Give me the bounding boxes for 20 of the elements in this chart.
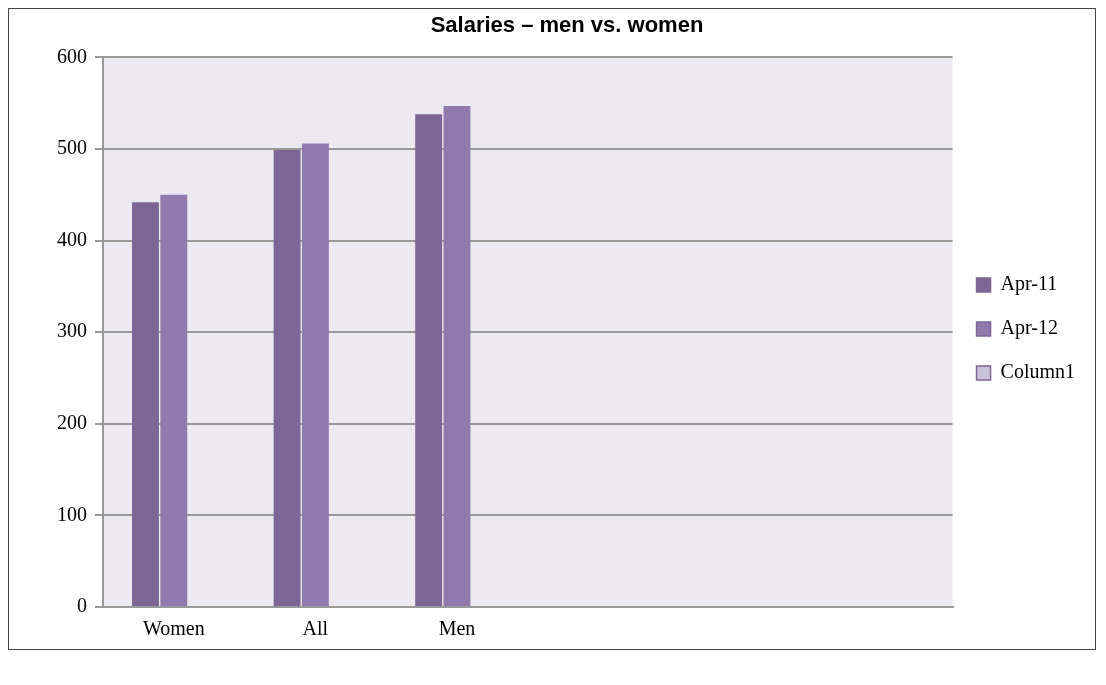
y-tick-label: 500 [57,136,87,159]
bar [273,149,301,606]
y-tick-label: 100 [57,502,87,525]
chart-title: Salaries – men vs. women [430,12,704,38]
bar [443,105,471,606]
x-tick-label: All [302,617,329,640]
x-tick-label: Men [438,617,476,640]
bar [415,114,443,606]
y-tick-label: 600 [57,44,87,67]
legend-label: Apr-11 [1000,272,1058,296]
bar [160,194,188,606]
y-tick-label: 300 [57,319,87,342]
legend-label: Apr-12 [1000,316,1058,340]
y-tick-label: 400 [57,227,87,250]
y-tick-label: 0 [77,594,87,617]
y-tick-label: 200 [57,411,87,434]
bar [301,143,329,606]
bar [132,202,159,606]
legend-label: Column1 [1000,360,1075,383]
x-tick-label: Women [142,617,205,640]
